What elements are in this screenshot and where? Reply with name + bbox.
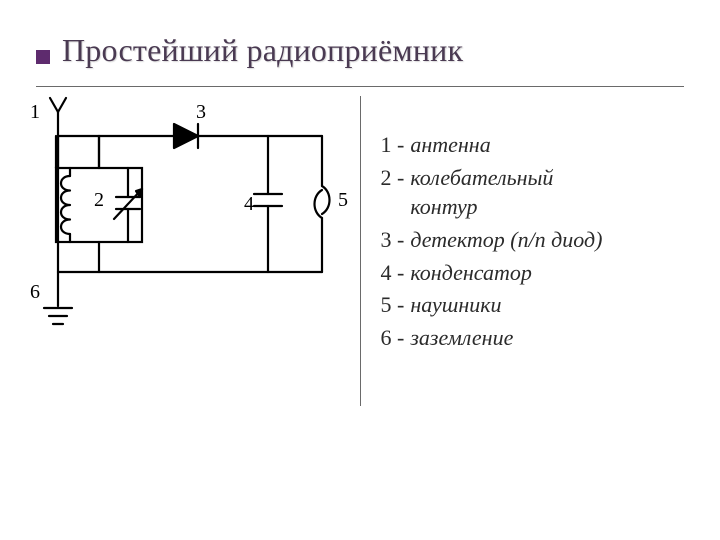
- content-area: 123456 1 - антенна2 - колебательныйконту…: [20, 96, 700, 510]
- legend-item-text: конденсатор: [410, 258, 532, 288]
- svg-text:4: 4: [244, 193, 254, 215]
- legend-item-number: 2 -: [381, 163, 405, 193]
- legend-item-text: детектор (п/п диод): [410, 225, 602, 255]
- title-bar: Простейший радиоприёмник: [36, 30, 684, 87]
- legend-item-number: 5 -: [381, 290, 405, 320]
- slide-title: Простейший радиоприёмник: [62, 32, 463, 69]
- title-bullet-icon: [36, 50, 50, 64]
- svg-text:2: 2: [94, 189, 104, 211]
- legend-item-number: 4 -: [381, 258, 405, 288]
- svg-text:1: 1: [30, 101, 40, 123]
- circuit-diagram: 1 2 3 4 5 6: [20, 96, 360, 356]
- legend-item: 4 - конденсатор: [381, 258, 701, 288]
- legend-item-number: 1 -: [381, 130, 405, 160]
- legend-item: 5 - наушники: [381, 290, 701, 320]
- legend-item: 3 - детектор (п/п диод): [381, 225, 701, 255]
- legend-item: 1 - антенна: [381, 130, 701, 160]
- legend-item-number: 6 -: [381, 323, 405, 353]
- legend-item-text: колебательныйконтур: [410, 163, 553, 222]
- legend-item-text: наушники: [410, 290, 501, 320]
- circuit-diagram-pane: 1 2 3 4 5 6: [20, 96, 356, 510]
- legend-pane: 1 - антенна2 - колебательныйконтур3 - де…: [365, 96, 701, 510]
- slide: Простейший радиоприёмник 1 2 3 4 5 6 1 - анте…: [0, 0, 720, 540]
- legend-item: 6 - заземление: [381, 323, 701, 353]
- svg-text:3: 3: [196, 101, 206, 123]
- legend-item-text: заземление: [410, 323, 513, 353]
- legend-item-text: антенна: [410, 130, 490, 160]
- legend-item-number: 3 -: [381, 225, 405, 255]
- legend-list: 1 - антенна2 - колебательныйконтур3 - де…: [365, 96, 701, 353]
- svg-text:6: 6: [30, 281, 40, 303]
- svg-text:5: 5: [338, 189, 348, 211]
- legend-item: 2 - колебательныйконтур: [381, 163, 701, 222]
